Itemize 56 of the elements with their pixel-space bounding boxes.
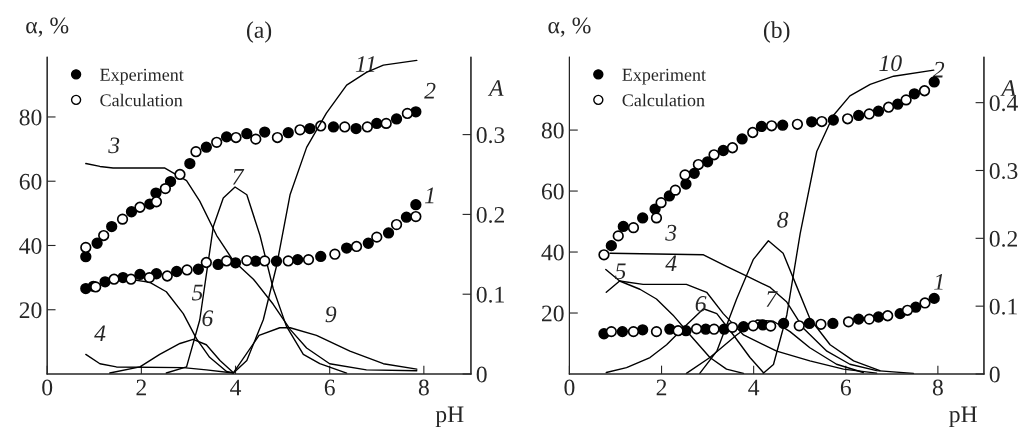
annotation: 8 xyxy=(777,211,789,228)
y-tick-label: 80 xyxy=(541,122,564,139)
y-tick-label: 40 xyxy=(541,244,564,261)
y2-axis-title: A xyxy=(1000,80,1017,96)
y2-tick-label: 0.3 xyxy=(476,127,505,144)
annotation: 4 xyxy=(665,255,677,271)
annotation: 2 xyxy=(424,82,436,99)
y2-tick-label: 0 xyxy=(476,366,487,383)
y2-tick-label: 0.1 xyxy=(476,286,504,303)
annotation: 5 xyxy=(191,284,203,301)
x-tick-label: 8 xyxy=(932,379,943,396)
chart-title: (a) xyxy=(247,21,272,43)
y2-tick-label: 0 xyxy=(989,366,1000,383)
legend-label: Experiment xyxy=(100,68,184,85)
legend-label: Experiment xyxy=(622,68,706,85)
x-axis-title: pH xyxy=(435,406,464,428)
y-tick-label: 80 xyxy=(19,109,42,126)
annotation: 1 xyxy=(425,187,434,204)
annotation: 7 xyxy=(233,169,245,185)
annotation: 4 xyxy=(94,325,106,342)
annotation: 5 xyxy=(614,263,626,280)
x-tick-label: 0 xyxy=(564,379,575,396)
y-tick-label: 20 xyxy=(19,302,42,319)
y2-tick-label: 0.4 xyxy=(989,95,1018,112)
x-tick-label: 4 xyxy=(230,379,242,396)
annotation: 6 xyxy=(202,310,214,327)
x-tick-label: 6 xyxy=(840,379,851,396)
x-axis-title: pH xyxy=(949,406,977,428)
x-tick-label: 6 xyxy=(324,379,335,396)
annotation: 3 xyxy=(665,224,677,241)
legend-label: Calculation xyxy=(622,93,705,107)
y2-tick-label: 0.3 xyxy=(989,162,1018,180)
x-tick-label: 8 xyxy=(418,379,429,396)
x-tick-label: 0 xyxy=(42,379,53,396)
y2-tick-label: 0.2 xyxy=(476,206,505,223)
y-tick-label: 20 xyxy=(541,305,564,322)
annotation: 1 xyxy=(934,274,943,290)
x-tick-label: 2 xyxy=(136,379,146,396)
y2-axis-title: A xyxy=(487,80,504,96)
y-axis-title: α, % xyxy=(26,17,69,37)
y2-tick-label: 0.1 xyxy=(989,298,1017,315)
x-tick-label: 4 xyxy=(748,379,760,396)
chart-title: (b) xyxy=(763,21,790,43)
annotation: 9 xyxy=(325,306,337,323)
annotation: 6 xyxy=(695,295,707,312)
y-axis-title: α, % xyxy=(548,17,591,37)
annotation: 10 xyxy=(879,55,902,72)
y-tick-label: 60 xyxy=(541,183,564,200)
legend-label: Calculation xyxy=(100,93,183,107)
y2-tick-label: 0.2 xyxy=(989,230,1018,247)
x-tick-label: 2 xyxy=(656,379,667,396)
annotation: 11 xyxy=(355,56,375,72)
annotation: 7 xyxy=(766,291,778,307)
annotation: 3 xyxy=(108,137,120,154)
y-tick-label: 40 xyxy=(19,237,42,254)
y-tick-label: 60 xyxy=(19,173,42,190)
